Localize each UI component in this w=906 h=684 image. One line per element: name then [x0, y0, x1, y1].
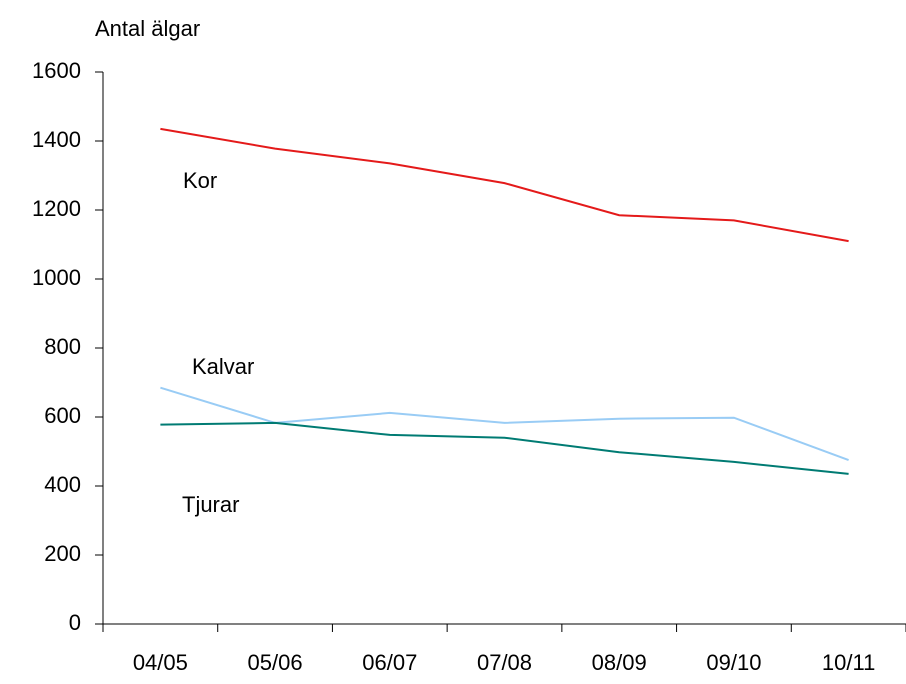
- series-line: [160, 127, 849, 243]
- series-label: Kalvar: [192, 354, 254, 379]
- y-tick-label: 800: [44, 334, 81, 359]
- y-tick-label: 1200: [32, 196, 81, 221]
- x-tick-label: 05/06: [248, 650, 303, 675]
- y-tick-label: 400: [44, 472, 81, 497]
- series-label: Tjurar: [182, 492, 239, 517]
- series-label: Kor: [183, 168, 217, 193]
- x-tick-label: 06/07: [362, 650, 417, 675]
- series-line: [160, 421, 849, 475]
- y-tick-label: 1000: [32, 265, 81, 290]
- x-tick-label: 09/10: [706, 650, 761, 675]
- y-tick-label: 200: [44, 541, 81, 566]
- y-tick-label: 0: [69, 610, 81, 635]
- y-tick-label: 600: [44, 403, 81, 428]
- x-tick-label: 04/05: [133, 650, 188, 675]
- y-axis-label: Antal älgar: [95, 16, 200, 41]
- x-tick-label: 10/11: [822, 650, 875, 675]
- x-tick-label: 08/09: [592, 650, 647, 675]
- y-tick-label: 1600: [32, 58, 81, 83]
- y-tick-label: 1400: [32, 127, 81, 152]
- x-tick-label: 07/08: [477, 650, 532, 675]
